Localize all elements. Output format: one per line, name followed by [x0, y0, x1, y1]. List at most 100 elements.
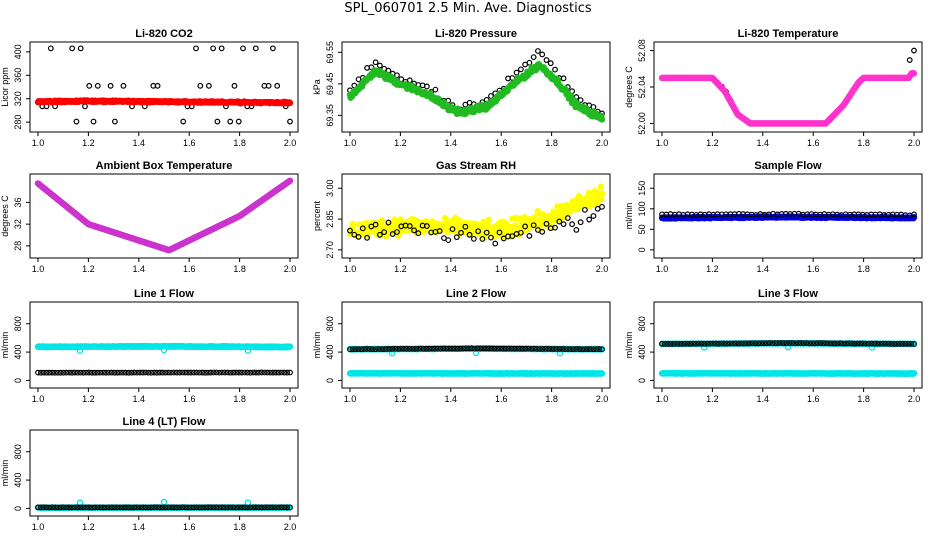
y-tick-label: 280: [13, 115, 23, 130]
page-title: SPL_060701 2.5 Min. Ave. Diagnostics: [344, 1, 592, 16]
data-point: [235, 118, 242, 125]
data-point: [513, 69, 520, 76]
x-tick-label: 1.4: [757, 138, 770, 148]
data-point: [69, 45, 76, 52]
data-point: [47, 45, 54, 52]
x-tick-label: 1.4: [133, 394, 146, 404]
chart-title: Line 1 Flow: [134, 288, 194, 300]
x-tick-label: 1.8: [545, 264, 558, 274]
x-tick-label: 1.4: [757, 264, 770, 274]
x-tick-label: 1.6: [183, 138, 196, 148]
x-tick-label: 1.8: [233, 394, 246, 404]
data-point: [526, 233, 533, 239]
x-tick-label: 2.0: [908, 138, 921, 148]
y-axis-label: degrees C: [0, 195, 10, 237]
data-point: [543, 57, 550, 63]
x-tick-label: 1.0: [656, 138, 669, 148]
y-tick-label: 69.45: [325, 73, 335, 96]
y-tick-label: 3.00: [325, 180, 335, 198]
y-tick-label: 52.08: [637, 39, 647, 62]
x-tick-label: 1.6: [495, 138, 508, 148]
data-point: [560, 75, 567, 82]
x-tick-label: 1.4: [445, 138, 458, 148]
x-tick-label: 1.0: [344, 138, 357, 148]
data-point: [240, 45, 246, 52]
chart-title: Li-820 Pressure: [435, 28, 517, 40]
data-point: [218, 45, 225, 52]
y-tick-label: 28: [13, 241, 23, 251]
data-point: [274, 82, 281, 89]
x-tick-label: 1.0: [32, 138, 45, 148]
x-tick-label: 1.6: [495, 394, 508, 404]
data-point: [94, 82, 101, 89]
y-tick-label: 69.35: [325, 104, 335, 127]
x-tick-label: 2.0: [596, 394, 609, 404]
x-tick-label: 1.4: [133, 264, 146, 274]
x-tick-label: 2.0: [284, 138, 297, 148]
y-tick-label: 800: [325, 316, 335, 331]
series-averaged: [34, 97, 294, 107]
data-point: [470, 235, 477, 242]
x-tick-label: 1.0: [656, 264, 669, 274]
data-point: [539, 51, 546, 58]
y-tick-label: 400: [13, 345, 23, 360]
x-tick-label: 1.0: [32, 264, 45, 274]
x-tick-label: 1.4: [445, 264, 458, 274]
y-tick-label: 400: [13, 44, 23, 59]
data-point: [598, 190, 606, 197]
x-tick-label: 1.0: [32, 394, 45, 404]
x-tick-label: 1.8: [233, 264, 246, 274]
y-axis-label: ml/min: [0, 332, 10, 359]
x-tick-label: 1.2: [82, 264, 95, 274]
data-point: [372, 59, 379, 66]
x-tick-label: 1.2: [706, 394, 719, 404]
x-tick-label: 1.0: [656, 394, 669, 404]
x-tick-label: 1.8: [857, 394, 870, 404]
chart-title: Li-820 Temperature: [738, 28, 839, 40]
data-point: [111, 118, 118, 125]
y-tick-label: 52.00: [637, 112, 647, 135]
data-point: [598, 116, 606, 123]
data-point: [270, 45, 276, 52]
x-tick-label: 2.0: [908, 394, 921, 404]
data-point: [552, 66, 558, 73]
chart-title: Sample Flow: [754, 160, 822, 172]
x-tick-label: 1.0: [344, 264, 357, 274]
data-point: [910, 369, 918, 377]
data-point: [197, 82, 204, 89]
data-point: [586, 216, 593, 223]
plot-frame: [29, 173, 299, 259]
y-tick-label: 320: [13, 91, 23, 106]
data-point: [597, 183, 604, 190]
y-tick-label: 150: [637, 181, 647, 196]
data-point: [193, 45, 199, 52]
x-tick-label: 1.2: [706, 138, 719, 148]
data-point: [423, 83, 430, 90]
data-point: [535, 48, 541, 54]
y-tick-label: 360: [13, 68, 23, 83]
data-point: [90, 118, 97, 125]
y-tick-label: 400: [637, 345, 647, 360]
data-point: [530, 54, 537, 61]
y-axis-label: ml/min: [624, 203, 634, 230]
data-point: [394, 72, 400, 79]
y-tick-label: 400: [325, 345, 335, 360]
y-tick-label: 0: [637, 378, 647, 383]
y-axis-label: Licor ppm: [0, 67, 10, 107]
x-tick-label: 1.8: [545, 394, 558, 404]
data-point: [287, 118, 293, 125]
y-axis-label: percent: [312, 200, 322, 231]
y-tick-label: 100: [637, 201, 647, 216]
y-tick-label: 32: [13, 219, 23, 229]
x-tick-label: 1.2: [82, 394, 95, 404]
x-tick-label: 1.2: [82, 138, 95, 148]
data-point: [227, 118, 234, 125]
y-tick-label: 69.55: [325, 41, 335, 64]
